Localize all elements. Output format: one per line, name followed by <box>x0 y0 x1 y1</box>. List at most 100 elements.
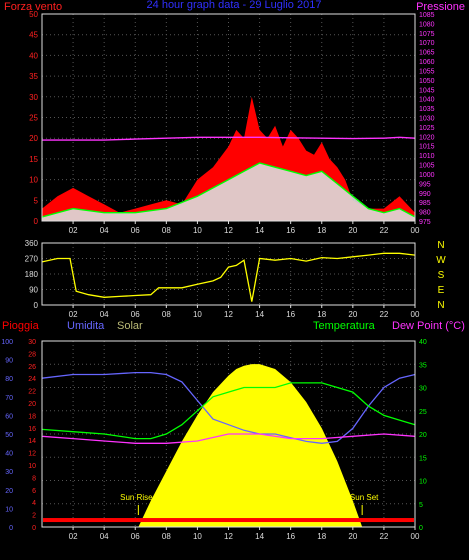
rain-ytick-label: 12 <box>28 451 36 458</box>
direction-xtick-label: 10 <box>193 310 202 319</box>
wind-pressure-panel: 0510152025303540455097598098599099510001… <box>29 10 435 235</box>
wind-direction-panel: 0 90 180 270 360 02 04 06 08 10 12 14 16 18 20 22 00 <box>25 239 420 319</box>
humidity-ytick-label: 100 <box>1 339 13 346</box>
wind-xtick-label: 00 <box>411 226 420 235</box>
pressure-ytick-label: 1085 <box>419 12 435 19</box>
weather-frame <box>41 340 416 528</box>
pressure-ytick-label: 1070 <box>419 40 435 47</box>
wind-xtick-label: 14 <box>255 226 264 235</box>
wind-xtick-label: 22 <box>379 226 388 235</box>
direction-frame <box>41 242 416 306</box>
pressure-ytick-label: 1005 <box>419 163 435 170</box>
rain-ytick-label: 22 <box>28 389 36 396</box>
pressure-ytick-label: 1060 <box>419 59 435 66</box>
wind-ytick-label: 15 <box>29 155 38 164</box>
compass-label: S <box>438 270 445 281</box>
compass-label: N <box>437 240 444 251</box>
humidity-ytick-label: 10 <box>5 506 13 513</box>
pressure-ytick-label: 1000 <box>419 172 435 179</box>
wind-ytick-label: 5 <box>34 196 39 205</box>
solar-area <box>42 364 415 527</box>
weather-xtick-label: 02 <box>69 532 78 541</box>
rain-ytick-label: 18 <box>28 413 36 420</box>
temperature-label: Temperatura <box>313 320 376 332</box>
pressure-ytick-label: 1050 <box>419 78 435 85</box>
humidity-ytick-label: 70 <box>5 395 13 402</box>
sunset-label: Sun Set <box>350 493 379 502</box>
direction-ytick-label: 90 <box>29 286 38 295</box>
humidity-label: Umidita <box>67 320 105 332</box>
humidity-ytick-label: 30 <box>5 469 13 476</box>
rain-label: Pioggia <box>2 320 40 332</box>
weather-xtick-label: 06 <box>131 532 140 541</box>
pressure-line <box>42 136 416 141</box>
wind-xtick-label: 02 <box>69 226 78 235</box>
temperature-ytick-label: 0 <box>419 525 423 532</box>
wind-xtick-label: 20 <box>348 226 357 235</box>
humidity-ytick-label: 60 <box>5 413 13 420</box>
direction-xtick-label: 12 <box>224 310 233 319</box>
dew-point-label: Dew Point (°C) <box>392 320 465 332</box>
rain-ytick-label: 26 <box>28 364 36 371</box>
weather-xtick-label: 00 <box>411 532 420 541</box>
rain-ytick-label: 2 <box>32 513 36 520</box>
wind-xtick-label: 04 <box>100 226 109 235</box>
pressure-ytick-label: 1065 <box>419 50 435 57</box>
humidity-ytick-label: 90 <box>5 358 13 365</box>
weather-xtick-label: 16 <box>286 532 295 541</box>
weather-xtick-label: 18 <box>317 532 326 541</box>
wind-ytick-label: 20 <box>29 134 38 143</box>
humidity-line <box>41 371 416 444</box>
temperature-ytick-label: 35 <box>419 362 427 369</box>
wind-average-line <box>41 162 416 218</box>
direction-xtick-label: 22 <box>379 310 388 319</box>
rain-ytick-label: 6 <box>32 488 36 495</box>
wind-xtick-label: 08 <box>162 226 171 235</box>
wind-speed-area <box>42 163 415 221</box>
sunrise-label: Sun Rise <box>120 493 153 502</box>
rain-ytick-label: 10 <box>28 463 36 470</box>
direction-xtick-label: 18 <box>317 310 326 319</box>
temperature-line <box>41 382 416 440</box>
pressure-ytick-label: 990 <box>419 191 431 198</box>
pressure-ytick-label: 1010 <box>419 153 435 160</box>
wind-ytick-label: 10 <box>29 176 38 185</box>
pressure-ytick-label: 1030 <box>419 116 435 123</box>
chart-title: 24 hour graph data - 29 Luglio 2017 <box>147 0 322 11</box>
weather-xtick-label: 22 <box>379 532 388 541</box>
pressure-ytick-label: 1080 <box>419 21 435 28</box>
pressure-ytick-label: 995 <box>419 181 431 188</box>
pressure-ytick-label: 1015 <box>419 144 435 151</box>
rain-ytick-label: 4 <box>32 500 36 507</box>
wind-ytick-label: 45 <box>29 31 38 40</box>
pressure-ytick-label: 1055 <box>419 68 435 75</box>
pressure-ytick-label: 980 <box>419 210 431 217</box>
temperature-ytick-label: 20 <box>419 432 427 439</box>
rain-ytick-label: 24 <box>28 376 36 383</box>
direction-xtick-label: 00 <box>411 310 420 319</box>
weather-panel: 0102030405060708090100024681012141618202… <box>1 339 427 541</box>
pressure-ytick-label: 985 <box>419 200 431 207</box>
rain-ytick-label: 28 <box>28 351 36 358</box>
humidity-ytick-label: 40 <box>5 451 13 458</box>
wind-ytick-label: 0 <box>34 217 39 226</box>
rain-ytick-label: 30 <box>28 339 36 346</box>
wind-xtick-label: 16 <box>286 226 295 235</box>
temperature-ytick-label: 40 <box>419 339 427 346</box>
compass-label: W <box>436 255 446 266</box>
rain-ytick-label: 16 <box>28 426 36 433</box>
temperature-ytick-label: 30 <box>419 386 427 393</box>
humidity-ytick-label: 0 <box>9 525 13 532</box>
pressure-ytick-label: 975 <box>419 219 431 226</box>
weather-xtick-label: 20 <box>348 532 357 541</box>
compass-label: E <box>438 285 445 296</box>
wind-xtick-label: 12 <box>224 226 233 235</box>
temperature-ytick-label: 25 <box>419 409 427 416</box>
pressure-ytick-label: 1025 <box>419 125 435 132</box>
temperature-ytick-label: 5 <box>419 502 423 509</box>
wind-xtick-label: 18 <box>317 226 326 235</box>
weather-xtick-label: 10 <box>193 532 202 541</box>
pressure-ytick-label: 1075 <box>419 31 435 38</box>
